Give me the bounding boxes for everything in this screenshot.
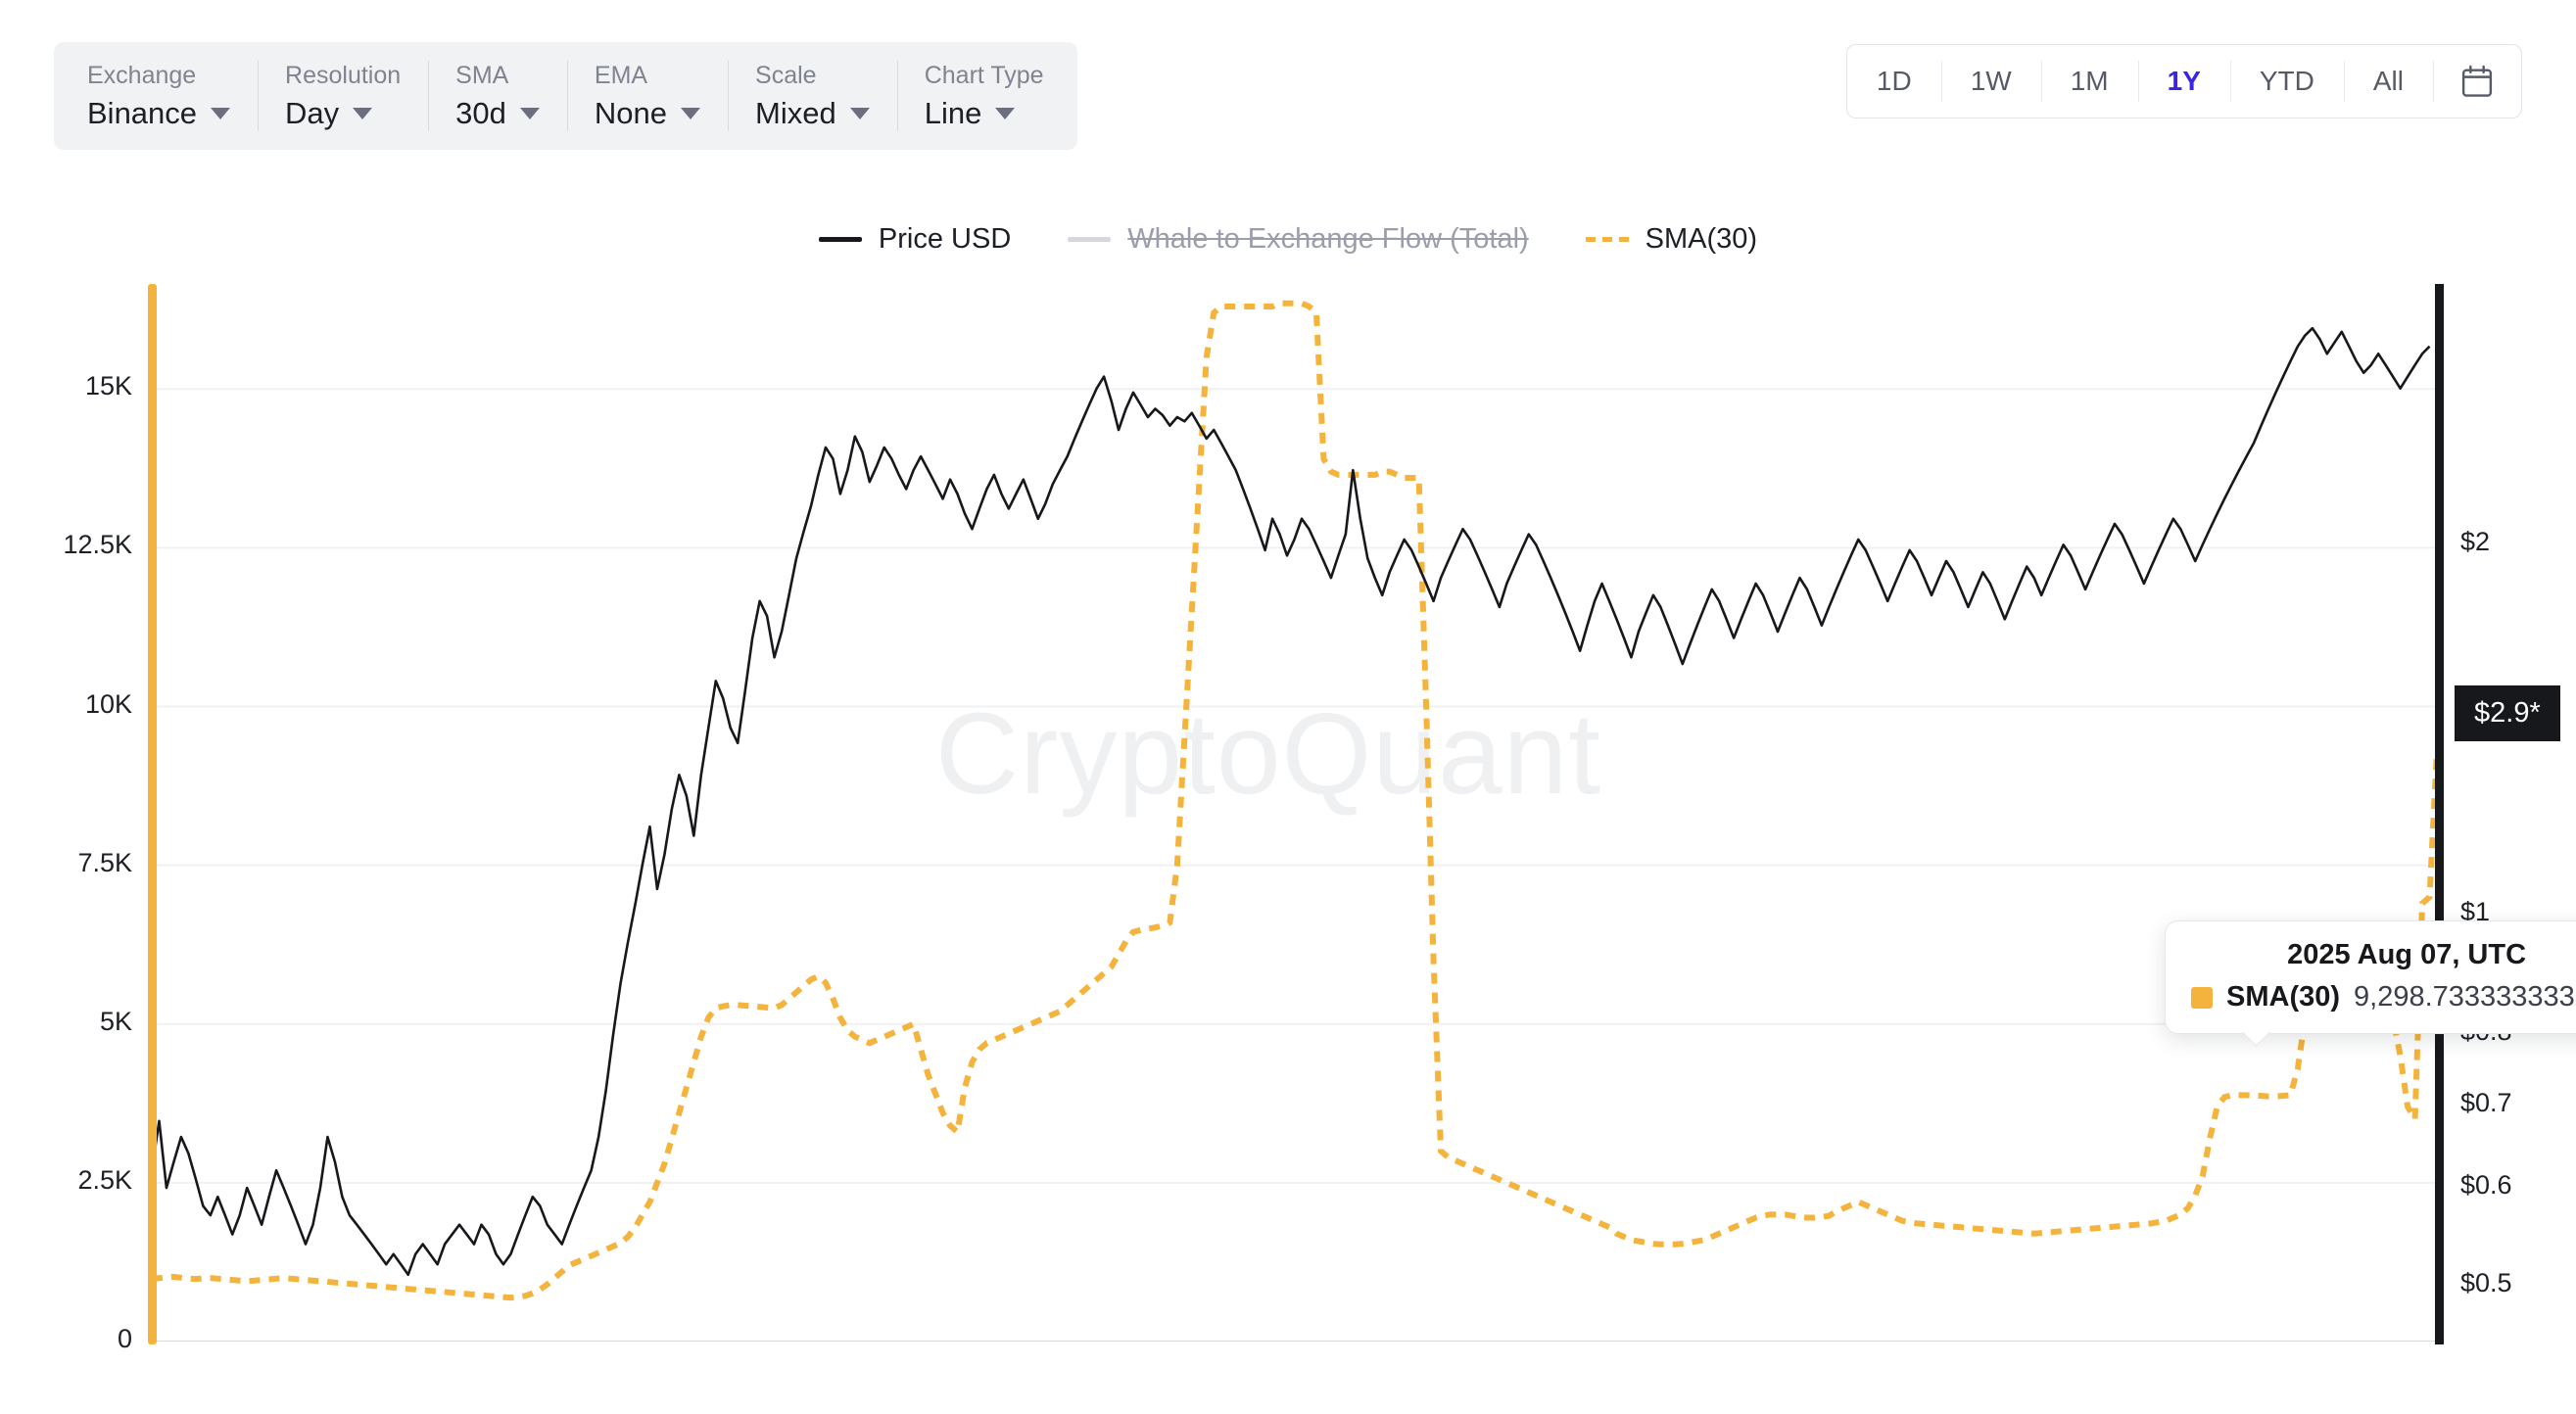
control-chart-type-label: Chart Type [924, 61, 1044, 89]
left-axis-tick-label: 12.5K [63, 530, 132, 560]
chevron-down-icon[interactable] [211, 108, 231, 120]
current-price-badge: $2.9* [2455, 685, 2560, 741]
tooltip-swatch-sma30 [2191, 986, 2213, 1009]
control-ema-label: EMA [594, 61, 648, 89]
legend-swatch-sma30 [1585, 237, 1629, 242]
legend-label-whale-to-exchange-flow: Whale to Exchange Flow (Total) [1127, 223, 1529, 255]
plot-canvas[interactable] [152, 294, 2437, 1342]
chevron-down-icon[interactable] [353, 108, 373, 120]
range-item-1d[interactable]: 1D [1876, 66, 1912, 96]
control-exchange-value: Binance [87, 96, 198, 131]
control-sma[interactable]: SMA 30d [428, 42, 567, 150]
control-resolution[interactable]: Resolution Day [258, 42, 428, 150]
left-axis-tick-label: 0 [117, 1324, 132, 1353]
range-item-1w[interactable]: 1W [1940, 45, 2041, 118]
tooltip-series-name: SMA(30) [2226, 981, 2341, 1013]
tooltip-tail [2242, 1032, 2275, 1050]
left-axis-tick-label: 7.5K [77, 847, 132, 877]
control-ema-value: None [594, 96, 668, 131]
legend-item-sma30[interactable]: SMA(30) [1585, 223, 1758, 256]
control-sma-value: 30d [455, 96, 506, 131]
legend-item-whale-to-exchange-flow[interactable]: Whale to Exchange Flow (Total) [1068, 223, 1529, 256]
chevron-down-icon[interactable] [849, 108, 870, 120]
series-layer [152, 304, 2437, 1298]
control-scale-value: Mixed [755, 96, 836, 131]
chart-area[interactable]: CryptoQuant 0 2.5K 5K 7.5K 10K 12.5K 15K $2 $1 $… [0, 284, 2576, 1414]
series-line-price-usd [152, 328, 2430, 1275]
left-axis-bar [148, 284, 157, 1344]
control-chart-type-value: Line [924, 96, 982, 131]
right-axis-tick-label: $0.7 [2460, 1087, 2512, 1117]
control-exchange-label: Exchange [87, 61, 197, 89]
plot-svg [152, 294, 2437, 1342]
chevron-down-icon[interactable] [995, 108, 1016, 120]
legend-swatch-whale-to-exchange-flow [1068, 237, 1112, 242]
series-line-sma30 [152, 304, 2437, 1298]
chart-tooltip: 2025 Aug 07, UTC SMA(30) 9,298.733333333… [2165, 920, 2576, 1034]
time-range-selector: 1D 1W 1M 1Y YTD All [1845, 44, 2522, 118]
right-axis-tick-label: $0.6 [2460, 1170, 2512, 1201]
calendar-picker-button[interactable] [2433, 45, 2521, 118]
range-item-all[interactable]: All [2343, 45, 2433, 118]
legend-swatch-price-usd [818, 237, 862, 242]
tooltip-date: 2025 Aug 07, UTC [2287, 939, 2527, 970]
control-exchange[interactable]: Exchange Binance [60, 42, 258, 150]
range-item-1m[interactable]: 1M [2040, 45, 2138, 118]
control-sma-label: SMA [455, 61, 509, 89]
calendar-icon [2461, 65, 2493, 97]
range-item-ytd[interactable]: YTD [2229, 45, 2344, 118]
chart-controls-group: Exchange Binance Resolution Day SMA 30d [54, 42, 1077, 150]
legend-label-price-usd: Price USD [878, 223, 1012, 255]
toolbar: Exchange Binance Resolution Day SMA 30d [0, 0, 2576, 166]
right-axis-tick-label: $0.5 [2460, 1267, 2512, 1297]
left-axis-tick-label: 15K [84, 371, 132, 401]
left-axis-tick-label: 10K [84, 688, 132, 719]
control-scale-label: Scale [755, 61, 817, 89]
tooltip-series-row: SMA(30) 9,298.733333333334 [2191, 981, 2576, 1013]
right-axis-tick-label: $2 [2460, 527, 2491, 557]
gridlines [152, 389, 2437, 1342]
chevron-down-icon[interactable] [681, 108, 701, 120]
right-axis-bar [2435, 284, 2444, 1344]
range-item-1y[interactable]: 1Y [2137, 45, 2230, 118]
legend-label-sma30: SMA(30) [1645, 223, 1758, 255]
left-axis-tick-label: 5K [99, 1006, 132, 1036]
control-resolution-value: Day [285, 96, 340, 131]
control-ema[interactable]: EMA None [566, 42, 728, 150]
control-resolution-label: Resolution [285, 61, 402, 89]
control-chart-type[interactable]: Chart Type Line [896, 42, 1072, 150]
control-scale[interactable]: Scale Mixed [728, 42, 897, 150]
legend-item-price-usd[interactable]: Price USD [818, 223, 1012, 256]
chevron-down-icon[interactable] [519, 108, 540, 120]
tooltip-series-value: 9,298.733333333334 [2354, 981, 2576, 1013]
chart-legend: Price USD Whale to Exchange Flow (Total)… [0, 223, 2576, 256]
left-axis-tick-label: 2.5K [77, 1164, 132, 1195]
